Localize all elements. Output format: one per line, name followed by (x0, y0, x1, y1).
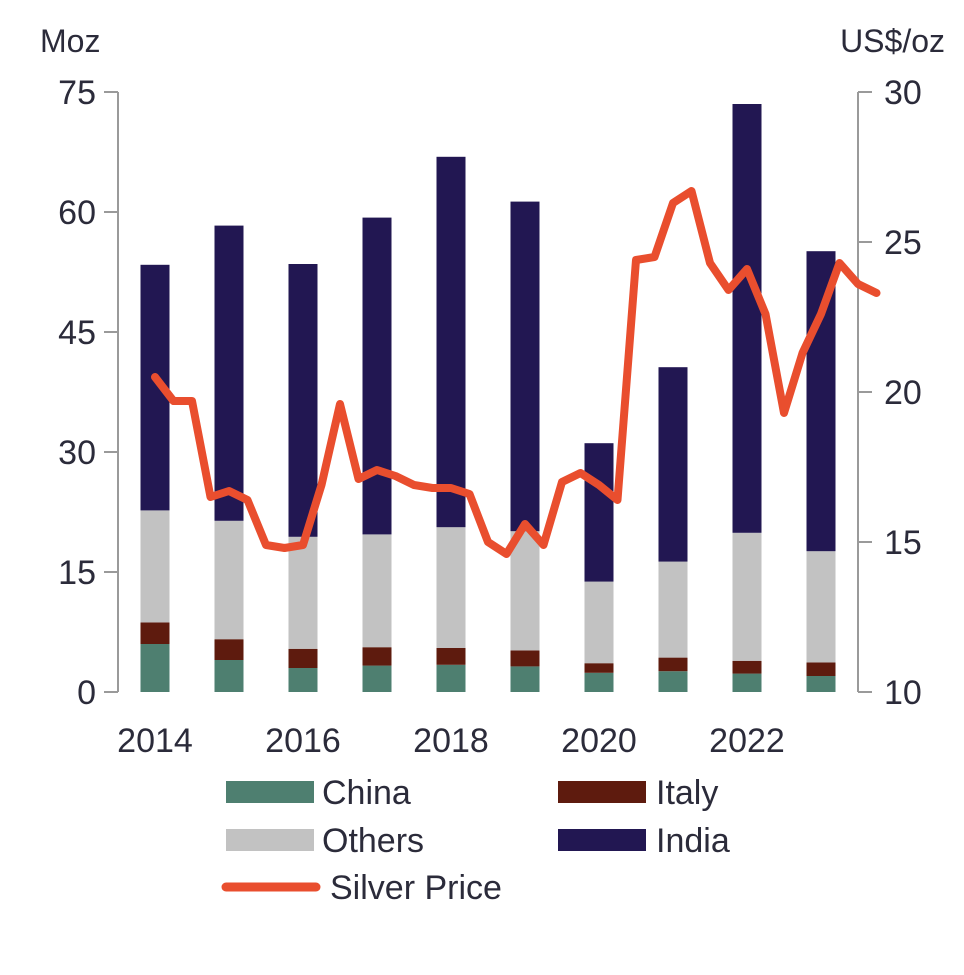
bar-others-2015 (214, 520, 244, 640)
legend-label-india: India (656, 822, 730, 860)
left-axis-ticks: 0 15 30 45 60 75 (58, 74, 118, 712)
bar-india-2020 (584, 443, 614, 582)
right-tick-label: 30 (884, 74, 922, 112)
left-tick-label: 60 (58, 194, 96, 232)
bar-china-2017 (362, 665, 392, 692)
bar-others-2022 (732, 532, 762, 661)
legend-swatch-china (226, 781, 314, 803)
bar-others-2018 (436, 527, 466, 648)
legend: China Italy Others India Silver Price (221, 774, 730, 907)
bar-others-2021 (658, 561, 688, 658)
left-tick-label: 45 (58, 314, 96, 352)
left-tick-label: 15 (58, 554, 96, 592)
left-tick-label: 0 (77, 674, 96, 712)
bar-italy-2019 (510, 650, 540, 667)
legend-label-others: Others (322, 822, 424, 860)
bar-india-2015 (214, 225, 244, 521)
right-tick-label: 25 (884, 224, 922, 262)
right-tick-label: 20 (884, 374, 922, 412)
bar-india-2018 (436, 156, 466, 528)
x-tick-label: 2022 (709, 722, 785, 760)
legend-swatch-india (558, 829, 646, 851)
bar-india-2023 (806, 251, 836, 552)
x-tick-label: 2016 (265, 722, 341, 760)
left-tick-label: 30 (58, 434, 96, 472)
bar-others-2020 (584, 581, 614, 664)
bar-china-2014 (140, 644, 170, 692)
silver-price-line (151, 187, 881, 558)
bar-italy-2021 (658, 657, 688, 672)
bar-italy-2014 (140, 622, 170, 644)
bar-italy-2022 (732, 660, 762, 674)
silver-price-line-group (151, 187, 881, 558)
bar-others-2023 (806, 551, 836, 663)
legend-label-silver-price: Silver Price (330, 869, 502, 907)
bar-china-2019 (510, 666, 540, 692)
bars-group (140, 104, 836, 692)
bar-india-2019 (510, 201, 540, 532)
left-axis-unit: Moz (40, 23, 100, 59)
bar-others-2019 (510, 531, 540, 651)
bar-india-2017 (362, 217, 392, 535)
legend-label-italy: Italy (656, 774, 718, 812)
bar-others-2016 (288, 536, 318, 649)
bar-italy-2018 (436, 648, 466, 665)
bar-china-2023 (806, 676, 836, 692)
bar-china-2016 (288, 668, 318, 692)
bar-china-2020 (584, 672, 614, 692)
bar-italy-2015 (214, 639, 244, 660)
x-tick-label: 2020 (561, 722, 637, 760)
x-tick-label: 2018 (413, 722, 489, 760)
right-tick-label: 15 (884, 524, 922, 562)
legend-swatch-others (226, 829, 314, 851)
left-tick-label: 75 (58, 74, 96, 112)
right-axis-unit: US$/oz (840, 23, 945, 59)
bar-india-2016 (288, 264, 318, 537)
bar-india-2022 (732, 104, 762, 533)
bar-china-2018 (436, 664, 466, 692)
bar-italy-2017 (362, 647, 392, 666)
right-tick-label: 10 (884, 674, 922, 712)
bar-others-2017 (362, 534, 392, 648)
bar-italy-2016 (288, 648, 318, 668)
legend-label-china: China (322, 774, 411, 812)
x-tick-label: 2014 (117, 722, 193, 760)
bar-china-2015 (214, 660, 244, 692)
x-axis-ticks: 2014 2016 2018 2020 2022 (117, 722, 785, 760)
bar-italy-2023 (806, 662, 836, 676)
bar-china-2021 (658, 671, 688, 692)
legend-swatch-italy (558, 781, 646, 803)
bar-china-2022 (732, 673, 762, 692)
right-axis-ticks: 10 15 20 25 30 (858, 74, 922, 712)
bar-others-2014 (140, 510, 170, 623)
bar-india-2021 (658, 367, 688, 562)
bar-italy-2020 (584, 663, 614, 673)
